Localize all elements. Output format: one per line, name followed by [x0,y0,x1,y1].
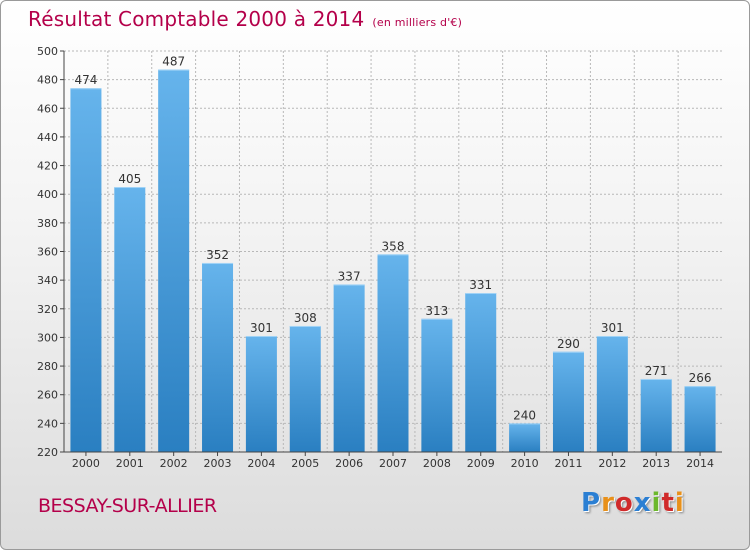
bar-2007 [377,254,409,452]
title-text: Résultat Comptable 2000 à 2014 [28,7,365,31]
y-tick-label: 220 [37,446,58,459]
x-tick-label: 2014 [686,457,714,470]
x-tick-label: 2009 [467,457,495,470]
y-tick-label: 460 [37,102,58,115]
data-labels: 474 405 487 352 301 308 337 358 313 331 240 290 301 2… [74,55,711,423]
bar-2001 [114,187,146,452]
y-tick-label: 360 [37,246,58,259]
bar-2000 [70,88,102,452]
y-tick-label: 320 [37,303,58,316]
x-tick-label: 2004 [247,457,275,470]
x-tick-label: 2005 [291,457,319,470]
y-tick-label: 420 [37,160,58,173]
bar-2003 [202,262,234,452]
x-tick-label: 2003 [204,457,232,470]
logo-letter: r [601,488,615,518]
bar-2010 [509,423,541,452]
bar-2011 [552,351,584,452]
x-tick-label: 2002 [160,457,188,470]
bars [70,69,716,452]
bar-2004 [245,335,277,452]
data-label: 240 [513,408,536,422]
logo-letter: x [633,488,652,518]
x-tick-label: 2006 [335,457,363,470]
chart-subtitle: (en milliers d'€) [372,16,463,29]
y-tick-label: 400 [37,188,58,201]
y-tick-label: 440 [37,131,58,144]
bar-2008 [421,318,453,452]
bar-2006 [333,284,365,452]
data-label: 474 [74,73,97,87]
y-tick-label: 480 [37,74,58,87]
x-tick-label: 2007 [379,457,407,470]
y-tick-label: 260 [37,389,58,402]
data-label: 358 [382,239,405,253]
x-tick-label: 2013 [642,457,670,470]
proxiti-logo[interactable]: Proxiti [581,488,685,518]
logo-letter: t [661,488,675,518]
data-label: 301 [601,321,624,335]
bar-2009 [465,293,497,452]
bar-2002 [158,69,190,452]
data-label: 308 [294,311,317,325]
y-tick-label: 500 [37,45,58,58]
y-tick-label: 280 [37,360,58,373]
axes: 220 240 260 280 300 320 340 360 380 400 420 440 460 4… [37,45,722,470]
x-tick-label: 2008 [423,457,451,470]
y-tick-label: 380 [37,217,58,230]
x-tick-label: 2001 [116,457,144,470]
town-name: BESSAY-SUR-ALLIER [38,495,217,517]
x-tick-label: 2012 [598,457,626,470]
logo-letter: P [581,488,602,518]
data-label: 405 [118,172,141,186]
bar-2014 [684,386,716,452]
data-label: 313 [425,304,448,318]
data-label: 487 [162,55,185,69]
data-label: 331 [469,278,492,292]
logo-letter: o [614,488,634,518]
data-label: 271 [645,364,668,378]
x-tick-label: 2010 [511,457,539,470]
data-label: 301 [250,321,273,335]
x-tick-label: 2011 [554,457,582,470]
data-label: 337 [338,269,361,283]
data-label: 352 [206,248,229,262]
y-tick-label: 240 [37,417,58,430]
data-label: 290 [557,337,580,351]
logo-letter: i [651,488,662,518]
logo-letter: i [674,488,685,518]
bar-2012 [596,335,628,452]
data-label: 266 [689,371,712,385]
chart-title: Résultat Comptable 2000 à 2014 (en millie… [28,7,462,31]
bar-2013 [640,378,672,452]
x-tick-label: 2000 [72,457,100,470]
y-tick-label: 340 [37,274,58,287]
y-tick-label: 300 [37,331,58,344]
bar-2005 [289,325,321,452]
